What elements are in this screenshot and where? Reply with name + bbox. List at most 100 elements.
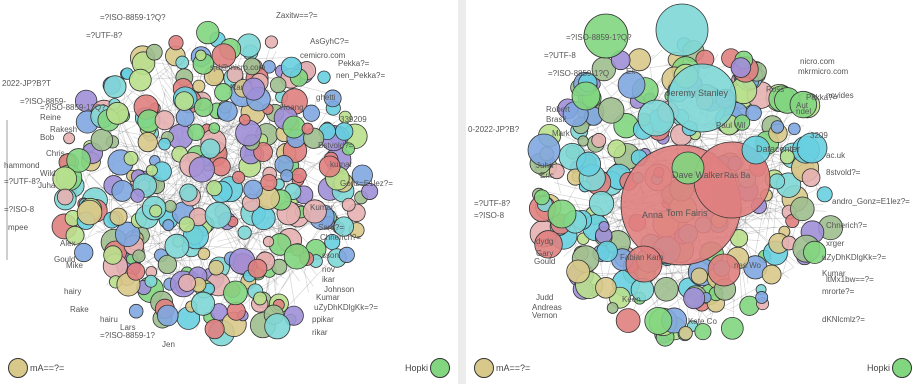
graph-node[interactable] (211, 157, 231, 177)
graph-node[interactable] (534, 230, 563, 259)
graph-node[interactable] (591, 133, 607, 148)
graph-node[interactable] (232, 170, 246, 184)
graph-node[interactable] (76, 199, 103, 226)
graph-node[interactable] (223, 280, 248, 306)
graph-node[interactable] (106, 101, 129, 125)
graph-node[interactable] (741, 135, 771, 165)
graph-node[interactable] (801, 168, 821, 187)
graph-node[interactable] (588, 190, 615, 217)
graph-node[interactable] (154, 110, 175, 131)
graph-node[interactable] (527, 133, 561, 167)
graph-node[interactable] (204, 201, 232, 229)
graph-node[interactable] (596, 240, 618, 263)
graph-node[interactable] (242, 77, 266, 101)
graph-node[interactable] (149, 204, 163, 218)
graph-node[interactable] (547, 199, 577, 229)
graph-node[interactable] (217, 101, 238, 122)
graph-node[interactable] (56, 188, 74, 206)
graph-node[interactable] (301, 122, 314, 135)
graph-node[interactable] (790, 196, 815, 222)
graph-node[interactable] (302, 104, 320, 122)
graph-node[interactable] (779, 149, 795, 165)
graph-node[interactable] (341, 197, 356, 212)
graph-node[interactable] (637, 99, 675, 137)
graph-node[interactable] (156, 304, 179, 327)
graph-node[interactable] (74, 242, 94, 263)
graph-node[interactable] (193, 97, 214, 117)
graph-node[interactable] (745, 104, 762, 122)
graph-node[interactable] (730, 57, 752, 78)
graph-node[interactable] (66, 148, 91, 173)
graph-node[interactable] (761, 264, 782, 285)
graph-node[interactable] (137, 132, 158, 153)
graph-node[interactable] (238, 113, 251, 126)
graph-node[interactable] (175, 55, 189, 70)
graph-node[interactable] (145, 164, 158, 177)
graph-node[interactable] (188, 156, 215, 183)
graph-node[interactable] (671, 151, 705, 185)
graph-node[interactable] (187, 123, 205, 141)
graph-node[interactable] (534, 189, 550, 206)
graph-node[interactable] (206, 180, 223, 197)
graph-node[interactable] (264, 35, 278, 49)
graph-node[interactable] (111, 180, 134, 202)
graph-node[interactable] (90, 128, 114, 152)
graph-node[interactable] (204, 319, 225, 340)
graph-node[interactable] (721, 316, 744, 340)
graph-node[interactable] (264, 313, 291, 340)
graph-node[interactable] (694, 323, 712, 341)
graph-node[interactable] (178, 216, 195, 233)
graph-node[interactable] (109, 207, 128, 226)
graph-node[interactable] (115, 221, 141, 248)
graph-node[interactable] (734, 114, 751, 131)
graph-node[interactable] (351, 164, 373, 186)
graph-node[interactable] (164, 233, 190, 259)
graph-node[interactable] (755, 291, 769, 304)
graph-node[interactable] (577, 135, 589, 147)
graph-node[interactable] (318, 155, 341, 178)
graph-node[interactable] (667, 63, 737, 133)
left-network-graph[interactable]: =?ISO-8859-1?Q? =?UTF-8? 2022-JP?B?T =?ISO-… (0, 0, 458, 384)
graph-node[interactable] (283, 243, 310, 270)
graph-node[interactable] (191, 291, 216, 316)
graph-node[interactable] (236, 33, 261, 58)
graph-node[interactable] (302, 199, 327, 224)
graph-node[interactable] (262, 236, 275, 248)
graph-node[interactable] (129, 68, 152, 92)
graph-node[interactable] (280, 169, 294, 183)
graph-node[interactable] (595, 277, 617, 299)
graph-node[interactable] (317, 70, 331, 84)
graph-node[interactable] (333, 216, 354, 237)
graph-node[interactable] (146, 43, 163, 61)
graph-node[interactable] (606, 302, 619, 314)
graph-node[interactable] (196, 20, 220, 45)
graph-node[interactable] (335, 122, 354, 141)
graph-node[interactable] (598, 97, 625, 124)
graph-node[interactable] (598, 221, 610, 232)
graph-node[interactable] (144, 274, 158, 288)
graph-node[interactable] (769, 173, 786, 190)
graph-node[interactable] (175, 108, 195, 127)
graph-node[interactable] (269, 76, 287, 94)
graph-node[interactable] (280, 56, 303, 78)
graph-node[interactable] (796, 132, 828, 164)
graph-node[interactable] (617, 71, 646, 99)
graph-node[interactable] (128, 303, 144, 319)
graph-node[interactable] (654, 276, 679, 302)
graph-node[interactable] (803, 240, 827, 264)
graph-node[interactable] (132, 249, 146, 263)
graph-node[interactable] (247, 258, 268, 279)
graph-node[interactable] (226, 66, 244, 84)
graph-node[interactable] (615, 308, 641, 333)
graph-node[interactable] (200, 138, 221, 159)
graph-node[interactable] (323, 89, 342, 108)
graph-node[interactable] (548, 163, 565, 180)
graph-node[interactable] (126, 262, 146, 281)
right-network-graph[interactable]: =?ISO-8859-1?Q? =?UTF-8 =?ISO-8859-1?Q 0-20… (466, 0, 920, 384)
graph-node[interactable] (655, 3, 709, 57)
graph-node[interactable] (707, 253, 741, 287)
right-graph-panel[interactable]: =?ISO-8859-1?Q? =?UTF-8 =?ISO-8859-1?Q 0-20… (466, 0, 920, 384)
graph-node[interactable] (211, 43, 237, 68)
graph-node[interactable] (576, 151, 602, 177)
graph-node[interactable] (168, 35, 184, 51)
